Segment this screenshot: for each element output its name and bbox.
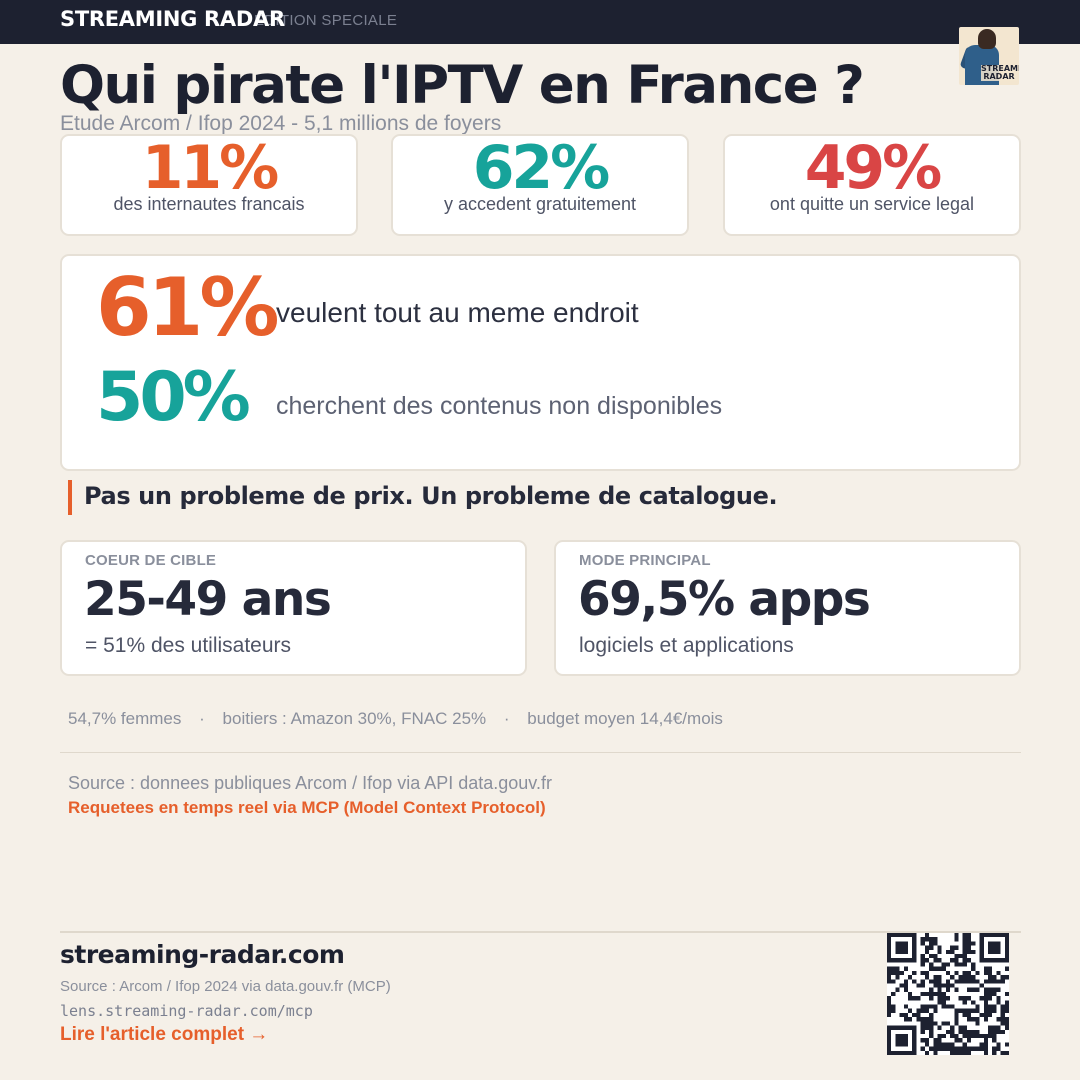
read-article-link[interactable]: Lire l'article complet →: [60, 1024, 269, 1045]
info-value: 69,5% apps: [578, 572, 871, 627]
page-title: Qui pirate l'IPTV en France ?: [60, 55, 865, 116]
stat-card: 11% des internautes francais: [60, 134, 358, 236]
info-card: COEUR DE CIBLE 25-49 ans = 51% des utili…: [60, 540, 527, 676]
edition-label: EDITION SPECIALE: [254, 12, 398, 29]
info-subtext: logiciels et applications: [579, 634, 794, 657]
stat-value: 11%: [141, 133, 280, 203]
quote-accent-bar: [68, 480, 72, 515]
info-value: 25-49 ans: [84, 572, 332, 627]
page-subtitle: Etude Arcom / Ifop 2024 - 5,1 millions d…: [60, 112, 502, 135]
brand-name[interactable]: STREAMING RADAR: [60, 7, 285, 31]
pull-quote: Pas un probleme de prix. Un probleme de …: [84, 482, 778, 510]
fact-item: 54,7% femmes: [68, 709, 182, 728]
divider: [60, 752, 1021, 753]
fact-item: boitiers : Amazon 30%, FNAC 25%: [222, 709, 487, 728]
logo-text: STREAMING RADAR: [981, 64, 1019, 81]
qr-code-icon[interactable]: [887, 933, 1009, 1055]
info-card: MODE PRINCIPAL 69,5% apps logiciels et a…: [554, 540, 1021, 676]
footer-source: Source : Arcom / Ifop 2024 via data.gouv…: [60, 978, 391, 995]
info-caption: COEUR DE CIBLE: [85, 552, 217, 569]
info-caption: MODE PRINCIPAL: [579, 552, 711, 569]
highlight-text: veulent tout au meme endroit: [276, 297, 639, 328]
stat-value: 62%: [472, 133, 611, 203]
stat-card: 62% y accedent gratuitement: [391, 134, 689, 236]
footer-site[interactable]: streaming-radar.com: [60, 940, 345, 969]
logo-icon: STREAMING RADAR: [959, 27, 1019, 85]
stat-card: 49% ont quitte un service legal: [723, 134, 1021, 236]
facts-line: 54,7% femmes · boitiers : Amazon 30%, FN…: [68, 709, 723, 729]
stat-label: ont quitte un service legal: [769, 194, 975, 214]
fact-separator: ·: [199, 709, 205, 728]
mcp-line: Requetees en temps reel via MCP (Model C…: [68, 798, 546, 817]
top-bar: EDITION SPECIALE STREAMING RADAR: [0, 0, 1080, 44]
highlights-card: 61% veulent tout au meme endroit 50% che…: [60, 254, 1021, 471]
footer-divider: [60, 931, 1021, 933]
highlight-value: 50%: [96, 358, 251, 437]
highlight-text: cherchent des contenus non disponibles: [276, 392, 723, 420]
stat-label: des internautes francais: [113, 194, 305, 214]
fact-separator: ·: [503, 709, 510, 728]
stat-label: y accedent gratuitement: [443, 194, 637, 214]
highlight-value: 61%: [96, 261, 279, 354]
source-line: Source : donnees publiques Arcom / Ifop …: [68, 773, 552, 793]
fact-item: budget moyen 14,4€/mois: [527, 709, 723, 728]
stat-value: 49%: [804, 133, 943, 203]
info-subtext: = 51% des utilisateurs: [85, 634, 292, 657]
footer-url[interactable]: lens.streaming-radar.com/mcp: [60, 1002, 313, 1020]
